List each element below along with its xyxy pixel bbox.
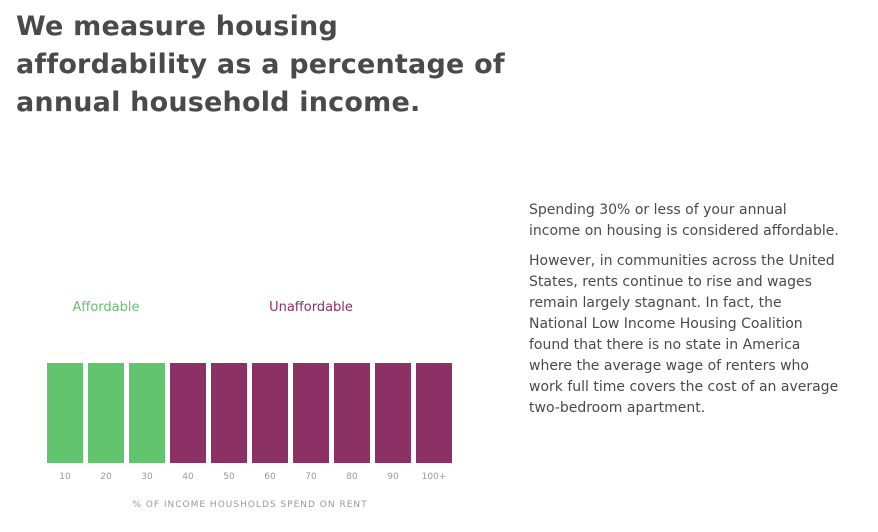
x-axis-title: % OF INCOME HOUSHOLDS SPEND ON RENT bbox=[132, 500, 367, 510]
tick-label-50: 50 bbox=[223, 472, 235, 482]
bar-60 bbox=[252, 363, 288, 463]
explanation-text: Spending 30% or less of your annual inco… bbox=[529, 200, 839, 428]
bar-80 bbox=[334, 363, 370, 463]
explanation-paragraph-1: Spending 30% or less of your annual inco… bbox=[529, 202, 839, 239]
page-title: We measure housing affordability as a pe… bbox=[16, 11, 505, 118]
affordability-chart: Affordable Unaffordable 10 20 30 40 50 60 70 80… bbox=[0, 290, 520, 520]
bar-10 bbox=[47, 363, 83, 463]
bar-100plus bbox=[416, 363, 452, 463]
legend-unaffordable-label: Unaffordable bbox=[269, 300, 353, 315]
bar-90 bbox=[375, 363, 411, 463]
tick-label-100plus: 100+ bbox=[422, 472, 447, 482]
bar-20 bbox=[88, 363, 124, 463]
bar-40 bbox=[170, 363, 206, 463]
tick-label-70: 70 bbox=[305, 472, 317, 482]
tick-label-60: 60 bbox=[264, 472, 276, 482]
legend-affordable-label: Affordable bbox=[73, 300, 140, 315]
tick-label-80: 80 bbox=[346, 472, 358, 482]
bar-30 bbox=[129, 363, 165, 463]
tick-labels-group: 10 20 30 40 50 60 70 80 90 100+ bbox=[59, 472, 446, 482]
tick-label-20: 20 bbox=[100, 472, 112, 482]
bars-group bbox=[47, 363, 452, 463]
tick-label-90: 90 bbox=[387, 472, 399, 482]
tick-label-10: 10 bbox=[59, 472, 71, 482]
bar-50 bbox=[211, 363, 247, 463]
tick-label-40: 40 bbox=[182, 472, 194, 482]
affordability-chart-svg: Affordable Unaffordable 10 20 30 40 50 60 70 80… bbox=[47, 300, 452, 510]
tick-label-30: 30 bbox=[141, 472, 153, 482]
explanation-paragraph-2: However, in communities across the Unite… bbox=[529, 253, 839, 416]
bar-70 bbox=[293, 363, 329, 463]
